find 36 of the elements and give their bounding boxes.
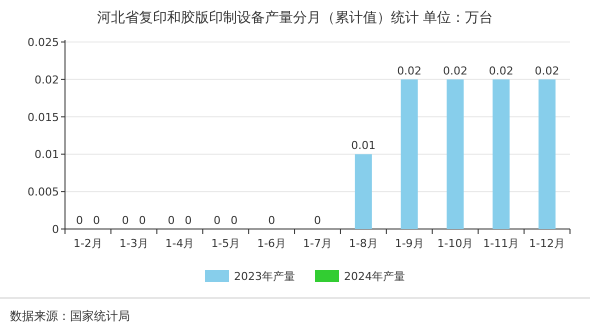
data-label: 0.02 <box>488 64 514 78</box>
data-label: 0 <box>92 214 100 227</box>
y-tick-label: 0.005 <box>28 186 59 199</box>
x-tick-label: 1-5月 <box>211 237 240 250</box>
x-tick-label: 1-9月 <box>394 237 424 250</box>
y-tick-label: 0.01 <box>34 148 59 162</box>
chart-title: 河北省复印和胶版印制设备产量分月（累计值）统计 单位：万台 <box>96 10 494 26</box>
data-label: 0 <box>214 214 221 227</box>
x-tick-label: 1-8月 <box>348 237 378 250</box>
x-tick-label: 1-3月 <box>119 237 148 250</box>
x-tick-label: 1-4月 <box>165 237 194 250</box>
source-note: 数据来源：国家统计局 <box>10 309 130 323</box>
x-tick-label: 1-10月 <box>437 237 474 250</box>
data-label: 0 <box>314 214 321 227</box>
data-label: 0 <box>122 214 129 227</box>
data-label: 0 <box>76 214 83 227</box>
x-tick-label: 1-6月 <box>257 237 286 250</box>
data-label: 0 <box>138 214 146 227</box>
x-tick-label: 1-2月 <box>73 237 102 250</box>
data-label: 0.02 <box>397 64 422 78</box>
data-label: 0 <box>168 214 175 227</box>
y-tick-label: 0 <box>52 223 59 236</box>
y-tick-label: 0.02 <box>34 73 59 86</box>
data-label: 0.02 <box>534 64 560 78</box>
x-tick-label: 1-11月 <box>483 237 520 250</box>
legend-label: 2023年产量 <box>234 270 295 283</box>
y-tick-label: 0.025 <box>28 36 59 49</box>
data-label: 0 <box>230 214 238 227</box>
y-tick-label: 0.015 <box>28 110 59 124</box>
x-tick-label: 1-12月 <box>529 237 566 250</box>
data-label: 0 <box>184 214 192 227</box>
x-tick-label: 1-7月 <box>303 237 332 250</box>
data-label: 0.01 <box>351 139 376 152</box>
legend-label: 2024年产量 <box>344 270 405 283</box>
data-label: 0 <box>268 214 276 227</box>
data-label: 0.02 <box>442 64 468 78</box>
